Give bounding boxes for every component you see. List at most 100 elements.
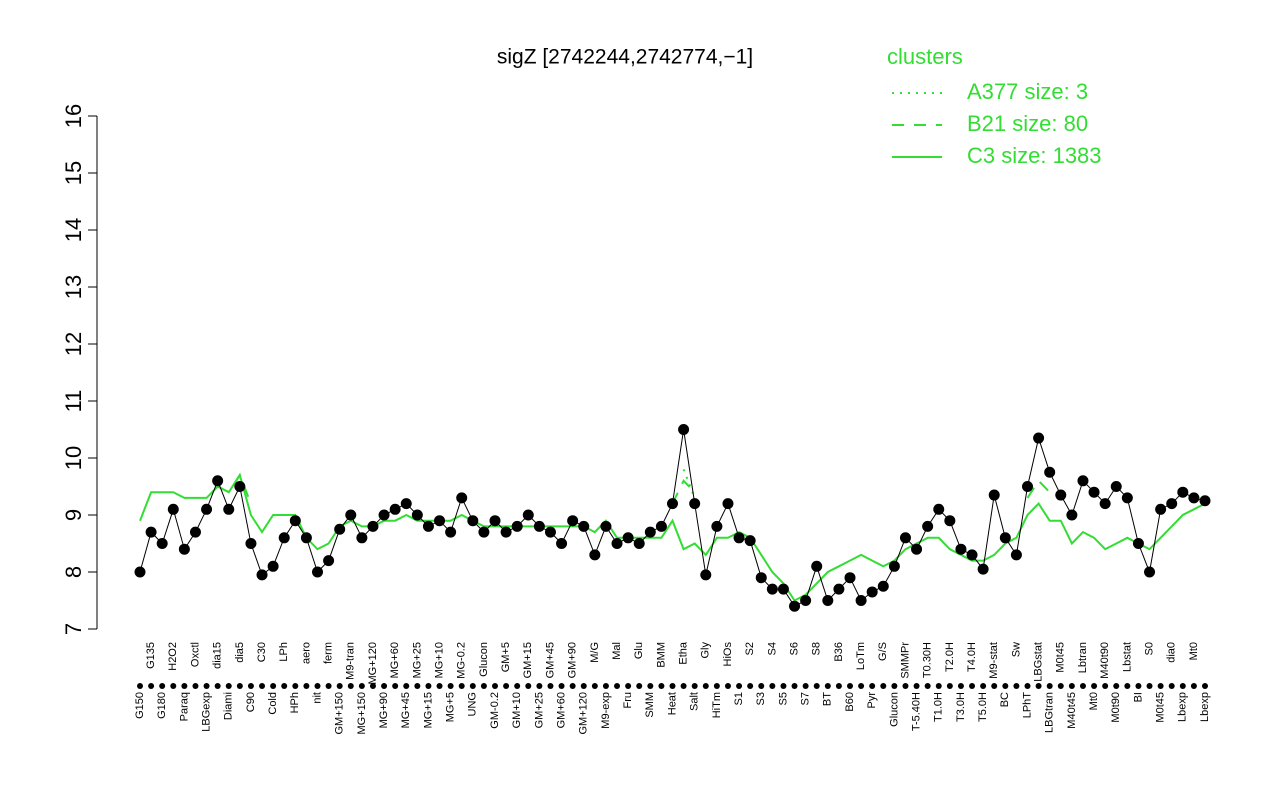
x-tick-label: Sw xyxy=(1010,642,1022,657)
data-point xyxy=(478,526,490,538)
x-tick-label: MG+45 xyxy=(400,692,412,728)
category-marker xyxy=(880,683,887,689)
data-point xyxy=(201,503,213,515)
y-tick-label: 7 xyxy=(61,623,86,635)
x-tick-label: Mal xyxy=(611,642,623,660)
category-marker xyxy=(203,683,210,689)
data-point xyxy=(877,580,889,592)
data-point xyxy=(622,532,634,544)
x-tick-label: HiTm xyxy=(711,692,723,718)
data-point xyxy=(1099,498,1111,510)
category-marker xyxy=(558,683,565,689)
category-marker xyxy=(625,683,632,689)
category-marker xyxy=(336,683,343,689)
x-tick-label: S1 xyxy=(733,692,745,705)
x-tick-label: MG-0.2 xyxy=(456,642,468,679)
x-tick-label: Fru xyxy=(622,692,634,709)
category-marker xyxy=(292,683,299,689)
data-point xyxy=(822,595,834,606)
x-tick-label: BI xyxy=(1132,692,1144,702)
data-point xyxy=(966,549,978,561)
y-tick-label: 12 xyxy=(61,332,86,356)
data-point xyxy=(323,555,335,567)
data-point xyxy=(544,526,556,538)
x-tick-label: dia5 xyxy=(234,642,246,663)
cluster-line xyxy=(139,472,1206,602)
x-tick-label: MG+25 xyxy=(411,642,423,678)
category-marker xyxy=(270,683,277,689)
x-tick-label: Heat xyxy=(666,692,678,715)
category-marker xyxy=(747,683,754,689)
category-marker xyxy=(1168,683,1175,689)
data-point xyxy=(644,526,656,538)
category-marker xyxy=(1202,683,1208,689)
data-point xyxy=(156,538,168,549)
category-marker xyxy=(858,683,865,689)
category-marker xyxy=(236,683,243,689)
data-point xyxy=(800,595,812,606)
data-point xyxy=(256,569,268,581)
data-point xyxy=(988,489,1000,501)
data-point xyxy=(422,520,434,532)
category-marker xyxy=(1157,683,1164,689)
x-tick-label: B60 xyxy=(844,692,856,712)
data-point xyxy=(1121,492,1133,504)
x-tick-label: G150 xyxy=(134,692,146,719)
x-tick-label: S8 xyxy=(811,642,823,655)
data-point xyxy=(766,583,778,595)
data-point xyxy=(400,498,412,510)
x-tick-label: MG+5 xyxy=(445,692,457,722)
data-point xyxy=(145,526,157,538)
category-marker xyxy=(1113,683,1120,689)
data-point xyxy=(722,498,734,510)
data-point xyxy=(1033,432,1045,444)
data-point xyxy=(234,481,246,492)
data-point xyxy=(345,509,357,521)
category-marker xyxy=(1024,683,1031,689)
category-marker xyxy=(1057,683,1064,689)
data-point xyxy=(411,509,423,521)
data-point xyxy=(977,563,989,575)
x-tick-label: LPh xyxy=(278,642,290,662)
category-marker xyxy=(325,683,332,689)
x-tick-label: T3.0H xyxy=(955,692,967,722)
x-tick-label: M0t45 xyxy=(1155,692,1167,723)
category-marker xyxy=(303,683,310,689)
data-point xyxy=(578,520,590,532)
category-marker xyxy=(902,683,909,689)
x-tick-label: Salt xyxy=(689,692,701,711)
x-tick-label: UNG xyxy=(467,692,479,716)
category-marker xyxy=(691,683,698,689)
legend-title: clusters xyxy=(887,44,963,69)
x-tick-label: Glucon xyxy=(478,642,490,677)
x-tick-label: M9-exp xyxy=(600,692,612,729)
category-marker xyxy=(137,683,143,689)
category-marker xyxy=(1124,683,1131,689)
x-tick-label: T0.30H xyxy=(922,642,934,678)
x-tick-label: BT xyxy=(822,692,834,706)
x-tick-label: Diami xyxy=(223,692,235,720)
category-marker xyxy=(1013,683,1020,689)
category-marker xyxy=(869,683,876,689)
data-point xyxy=(811,560,823,572)
x-tick-label: B36 xyxy=(833,642,845,662)
x-tick-label: LBGtran xyxy=(1044,692,1056,733)
data-point xyxy=(1199,495,1211,507)
x-tick-label: M40t45 xyxy=(1066,692,1078,729)
category-marker xyxy=(758,683,765,689)
category-marker xyxy=(680,683,687,689)
data-point xyxy=(733,532,745,544)
category-marker xyxy=(1002,683,1009,689)
x-tick-label: Lbexp xyxy=(1177,692,1189,722)
x-tick-label: SMM xyxy=(644,692,656,718)
category-marker xyxy=(924,683,931,689)
chart-title: sigZ [2742244,2742774,−1] xyxy=(497,46,753,69)
x-tick-label: M9-stat xyxy=(988,642,1000,679)
category-marker xyxy=(1068,683,1075,689)
x-tick-label: GM+120 xyxy=(578,692,590,735)
data-point xyxy=(500,526,512,538)
x-tick-label: BC xyxy=(999,692,1011,707)
category-marker xyxy=(980,683,987,689)
x-tick-label: GM+10 xyxy=(511,692,523,728)
